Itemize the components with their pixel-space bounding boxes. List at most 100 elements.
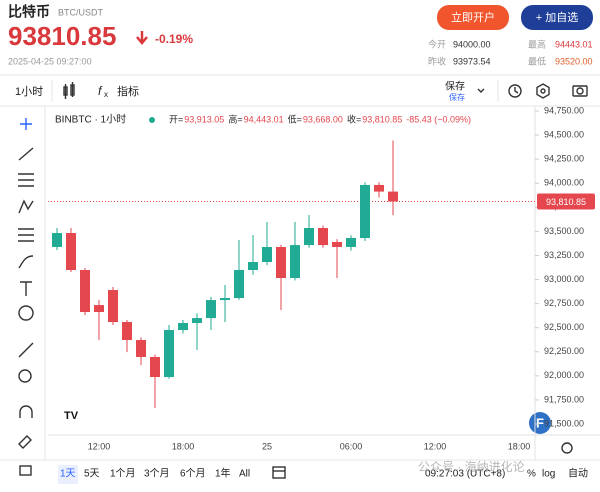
- candle-icon[interactable]: [63, 82, 75, 99]
- pair: BTC/USDT: [58, 7, 104, 17]
- x-tick-label: 18:00: [508, 441, 531, 451]
- svg-text:TV: TV: [64, 410, 79, 422]
- fx-icon[interactable]: x: [104, 90, 108, 99]
- auto-toggle[interactable]: 自动: [568, 467, 588, 480]
- range-button[interactable]: 1个月: [110, 468, 136, 480]
- status-dot: [149, 117, 155, 123]
- y-tick-label: 94,750.00: [544, 105, 584, 115]
- coin-name: 比特币: [8, 4, 50, 20]
- price: 93810.85: [8, 21, 116, 51]
- candle-body: [136, 340, 146, 357]
- add-watch-label[interactable]: + 加自选: [536, 11, 578, 24]
- candle-body: [94, 305, 104, 313]
- ruler-tool[interactable]: [18, 342, 34, 358]
- range-button[interactable]: 6个月: [180, 468, 206, 480]
- tv-logo: TV: [58, 405, 84, 425]
- axis-settings[interactable]: [561, 442, 573, 454]
- x-tick-label: 18:00: [172, 441, 195, 451]
- y-tick-label: 92,000.00: [544, 370, 584, 380]
- candle-body: [150, 356, 160, 378]
- indicators[interactable]: 指标: [117, 84, 139, 98]
- save-sub[interactable]: 保存: [449, 92, 465, 102]
- candle-body: [318, 228, 328, 246]
- zoom-tool[interactable]: [18, 369, 32, 383]
- open-account-label[interactable]: 立即开户: [451, 10, 495, 24]
- candle-body: [304, 228, 314, 246]
- open-account-button[interactable]: [437, 5, 509, 30]
- stat-label: 最高: [528, 38, 546, 49]
- range-active[interactable]: [58, 465, 78, 484]
- settings-icon[interactable]: [536, 83, 550, 99]
- save[interactable]: 保存: [445, 80, 465, 93]
- camera-icon[interactable]: [572, 85, 588, 97]
- emoji-tool[interactable]: [18, 305, 34, 321]
- interval[interactable]: 1小时: [15, 85, 43, 98]
- candle-body: [388, 191, 398, 202]
- candle-body: [332, 241, 342, 247]
- candle-body: [220, 298, 230, 301]
- range-button[interactable]: 1天: [60, 469, 76, 480]
- candle-body: [80, 270, 90, 313]
- pattern-tool[interactable]: [18, 199, 34, 214]
- y-tick-label: 94,250.00: [544, 154, 584, 164]
- candle-body: [346, 238, 356, 247]
- chevron[interactable]: [477, 88, 485, 93]
- legend-label: 开=: [169, 114, 183, 124]
- last-price-box: [537, 193, 595, 210]
- lock-tool[interactable]: [18, 435, 32, 449]
- f-logo-text: F: [536, 415, 544, 430]
- stat-value: 93520.00: [555, 56, 593, 66]
- range-button[interactable]: 5天: [84, 469, 100, 480]
- y-tick-label: 94,500.00: [544, 129, 584, 139]
- candle-body: [192, 318, 202, 323]
- y-tick-label: 93,500.00: [544, 226, 584, 236]
- add-watch-button[interactable]: [521, 5, 593, 30]
- candle-body: [234, 270, 244, 299]
- datetime: 2025-04-25 09:27:00: [8, 56, 92, 66]
- lock-tool-2[interactable]: [19, 465, 32, 476]
- projection-tool[interactable]: [18, 228, 34, 242]
- percent-toggle[interactable]: %: [527, 469, 536, 480]
- stat-value: 93973.54: [453, 56, 491, 66]
- y-tick-label: 91,750.00: [544, 394, 584, 404]
- y-tick-label: 92,750.00: [544, 298, 584, 308]
- legend-value: 93,810.85: [362, 114, 402, 124]
- x-tick-label: 12:00: [88, 441, 111, 451]
- x-tick-label: 25: [262, 441, 272, 451]
- last-price-label: 93,810.85: [546, 197, 586, 207]
- candle-body: [248, 262, 258, 271]
- replay-icon[interactable]: [508, 84, 522, 98]
- y-tick-label: 93,250.00: [544, 250, 584, 260]
- range-button[interactable]: 1年: [215, 467, 231, 480]
- fib-tool[interactable]: [18, 173, 34, 187]
- candle-body: [262, 246, 272, 263]
- legend-value: -85.43 (−0.09%): [406, 114, 471, 124]
- stat-label: 最低: [528, 55, 546, 66]
- calendar-icon[interactable]: [272, 466, 286, 479]
- candle-body: [290, 245, 300, 279]
- text-tool[interactable]: [20, 281, 32, 296]
- range-button[interactable]: 3个月: [144, 468, 170, 480]
- line-tool[interactable]: [18, 147, 34, 161]
- change: -0.19%: [155, 32, 193, 46]
- x-tick-label: 06:00: [340, 441, 363, 451]
- range-button[interactable]: All: [239, 469, 250, 480]
- legend-value: 93,668.00: [303, 114, 343, 124]
- legend-value: 93,913.05: [184, 114, 224, 124]
- candle-body: [108, 290, 118, 323]
- watermark: 公众号 · 海纳进化论: [418, 459, 525, 474]
- time: 09:27:03 (UTC+8): [425, 469, 505, 480]
- log-toggle[interactable]: log: [542, 469, 555, 480]
- brush-tool[interactable]: [18, 255, 34, 269]
- candle-body: [52, 233, 62, 247]
- stat-value: 94000.00: [453, 39, 491, 49]
- y-tick-label: 91,500.00: [544, 418, 584, 428]
- legend-label: 高=: [228, 113, 242, 124]
- fx-icon[interactable]: f: [98, 84, 103, 98]
- crosshair-tool[interactable]: [20, 118, 32, 130]
- magnet-tool[interactable]: [19, 405, 33, 418]
- y-tick-label: 94,000.00: [544, 178, 584, 188]
- y-tick-label: 92,250.00: [544, 346, 584, 356]
